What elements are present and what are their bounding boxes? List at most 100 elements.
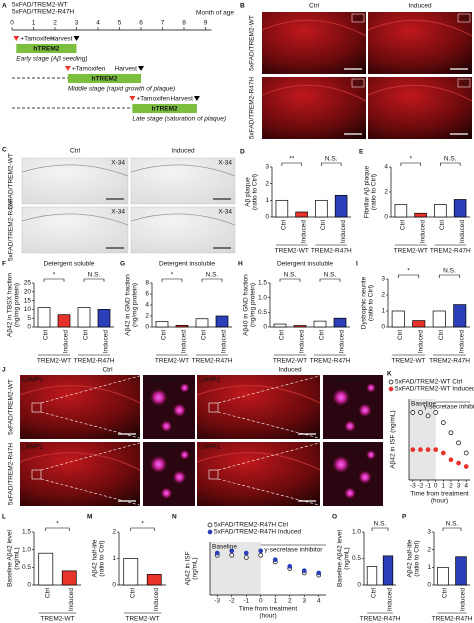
significance-bracket bbox=[442, 527, 462, 531]
y-tick-label: 3 bbox=[427, 529, 431, 536]
y-axis-label: Aβ40 in GND fraction bbox=[243, 274, 250, 336]
tissue-edge bbox=[261, 19, 367, 37]
legend-label: 5xFAD/TREM2-R47H Ctrl bbox=[214, 522, 289, 529]
x-tick-label: 1 bbox=[442, 483, 446, 490]
plaque-signal bbox=[344, 420, 356, 433]
y-tick-label: 2 bbox=[265, 180, 269, 187]
y-tick-label: 8 bbox=[145, 280, 149, 287]
column-header: Ctrl bbox=[70, 148, 81, 155]
bar bbox=[455, 556, 467, 586]
bar bbox=[334, 194, 348, 218]
group-label: TREM2-R47H bbox=[430, 248, 471, 255]
x-tick-label: Induced bbox=[459, 220, 466, 244]
stain-label: LAMP1 bbox=[199, 444, 221, 451]
month-label: 2 bbox=[53, 20, 57, 27]
panel-letter: D bbox=[240, 149, 245, 156]
bar bbox=[382, 555, 394, 586]
y-tick-label: 1 bbox=[265, 197, 269, 204]
legend-marker bbox=[388, 386, 394, 392]
stain-label: X-34 bbox=[218, 209, 232, 216]
plaque-signal bbox=[344, 487, 356, 500]
plaque-signal bbox=[358, 403, 372, 418]
chart-title: Detergent insoluble bbox=[277, 261, 333, 268]
significance-label: * bbox=[171, 272, 174, 279]
y-axis-label: (ng/mg protein) bbox=[132, 283, 139, 327]
plaque-signal bbox=[179, 449, 190, 460]
data-point bbox=[433, 447, 439, 452]
stage-label: Middle stage (rapid growth of plaque) bbox=[68, 86, 175, 93]
micrograph bbox=[368, 77, 472, 139]
data-point bbox=[440, 450, 446, 456]
panel-letter: B bbox=[240, 3, 245, 10]
panel-letter: A bbox=[2, 3, 7, 10]
y-axis-label: Fibrillar Aβ plaque bbox=[364, 166, 371, 219]
harvest-marker bbox=[193, 96, 200, 101]
row-label: 5xFAD/TREM2-R47H bbox=[8, 443, 15, 505]
x-tick-label: Ctrl bbox=[161, 329, 168, 340]
stain-label: X-34/LAMP1 bbox=[325, 377, 362, 384]
y-axis-label: Baseline Aβ42 level bbox=[7, 530, 14, 587]
y-axis-label: Aβ plaque bbox=[245, 177, 252, 207]
x-tick-label: Induced bbox=[299, 330, 306, 354]
month-label: 0 bbox=[10, 20, 14, 27]
annotation: Baseline bbox=[411, 401, 436, 408]
significance-label: * bbox=[409, 156, 412, 163]
tamoxifen-marker bbox=[64, 66, 71, 71]
micrograph bbox=[130, 206, 236, 254]
data-point bbox=[410, 410, 416, 415]
zoom-region bbox=[208, 402, 219, 413]
stain-label: X-34 bbox=[218, 160, 232, 167]
month-label: 7 bbox=[161, 20, 165, 27]
micrograph bbox=[21, 157, 129, 205]
month-label: 3 bbox=[75, 20, 79, 27]
y-tick-label: 1.0 bbox=[258, 294, 267, 301]
column-header: Ctrl bbox=[102, 367, 113, 374]
y-axis-label: (ratio to Ctrl) bbox=[414, 540, 421, 576]
significance-label: N.S. bbox=[88, 272, 101, 279]
y-tick-label: 25 bbox=[24, 280, 32, 287]
stage-label: Late stage (saturation of plaque) bbox=[132, 116, 226, 123]
y-axis-label: (ng/mL) bbox=[14, 547, 21, 569]
y-tick-label: 5 bbox=[27, 315, 31, 322]
axis-title: Month of age bbox=[196, 10, 234, 17]
plaque-signal bbox=[149, 388, 168, 407]
bar bbox=[97, 309, 111, 328]
significance-bracket bbox=[130, 527, 155, 531]
x-tick-label: Induced bbox=[221, 330, 228, 354]
x-tick-label: Ctrl bbox=[201, 329, 208, 340]
bar bbox=[434, 204, 447, 218]
micrograph bbox=[130, 157, 236, 205]
harvest-label: Harvest bbox=[115, 66, 138, 73]
data-point bbox=[258, 548, 264, 554]
x-tick-label: Ctrl bbox=[279, 329, 286, 340]
harvest-marker bbox=[138, 66, 144, 71]
y-tick-label: 6 bbox=[145, 291, 149, 298]
y-axis-label: Aβ42 in ISF (ng/mL) bbox=[390, 410, 397, 468]
annotation: γ-secretase inhibitor bbox=[264, 547, 323, 554]
legend-label: 5xFAD/TREM2-WT Ctrl bbox=[395, 379, 463, 386]
y-axis-label: Aβ42 half-life bbox=[407, 539, 414, 577]
y-tick-label: 2 bbox=[381, 292, 385, 299]
significance-label: N.S. bbox=[284, 272, 297, 279]
x-tick-label: 3 bbox=[457, 483, 461, 490]
x-tick-label: Induced bbox=[339, 330, 346, 354]
panel-letter: M bbox=[87, 514, 92, 521]
panel-letter: E bbox=[359, 149, 364, 156]
significance-bracket bbox=[319, 278, 341, 282]
zoom-region bbox=[31, 402, 42, 413]
significance-label: N.S. bbox=[443, 268, 456, 275]
bar bbox=[155, 321, 169, 328]
x-tick-label: -3 bbox=[214, 598, 220, 605]
y-tick-label: 1 bbox=[112, 555, 116, 562]
micrograph bbox=[21, 206, 129, 254]
panel-letter: H bbox=[238, 261, 243, 268]
stain-label: X-34 bbox=[111, 160, 125, 167]
x-tick-label: Induced bbox=[103, 330, 110, 354]
tissue-edge bbox=[130, 213, 236, 226]
group-label: TREM2-WT bbox=[273, 358, 307, 365]
group-label: TREM2-R47H bbox=[310, 358, 351, 365]
data-point bbox=[418, 410, 423, 415]
significance-label: N.S. bbox=[206, 272, 219, 279]
bar bbox=[175, 325, 189, 328]
